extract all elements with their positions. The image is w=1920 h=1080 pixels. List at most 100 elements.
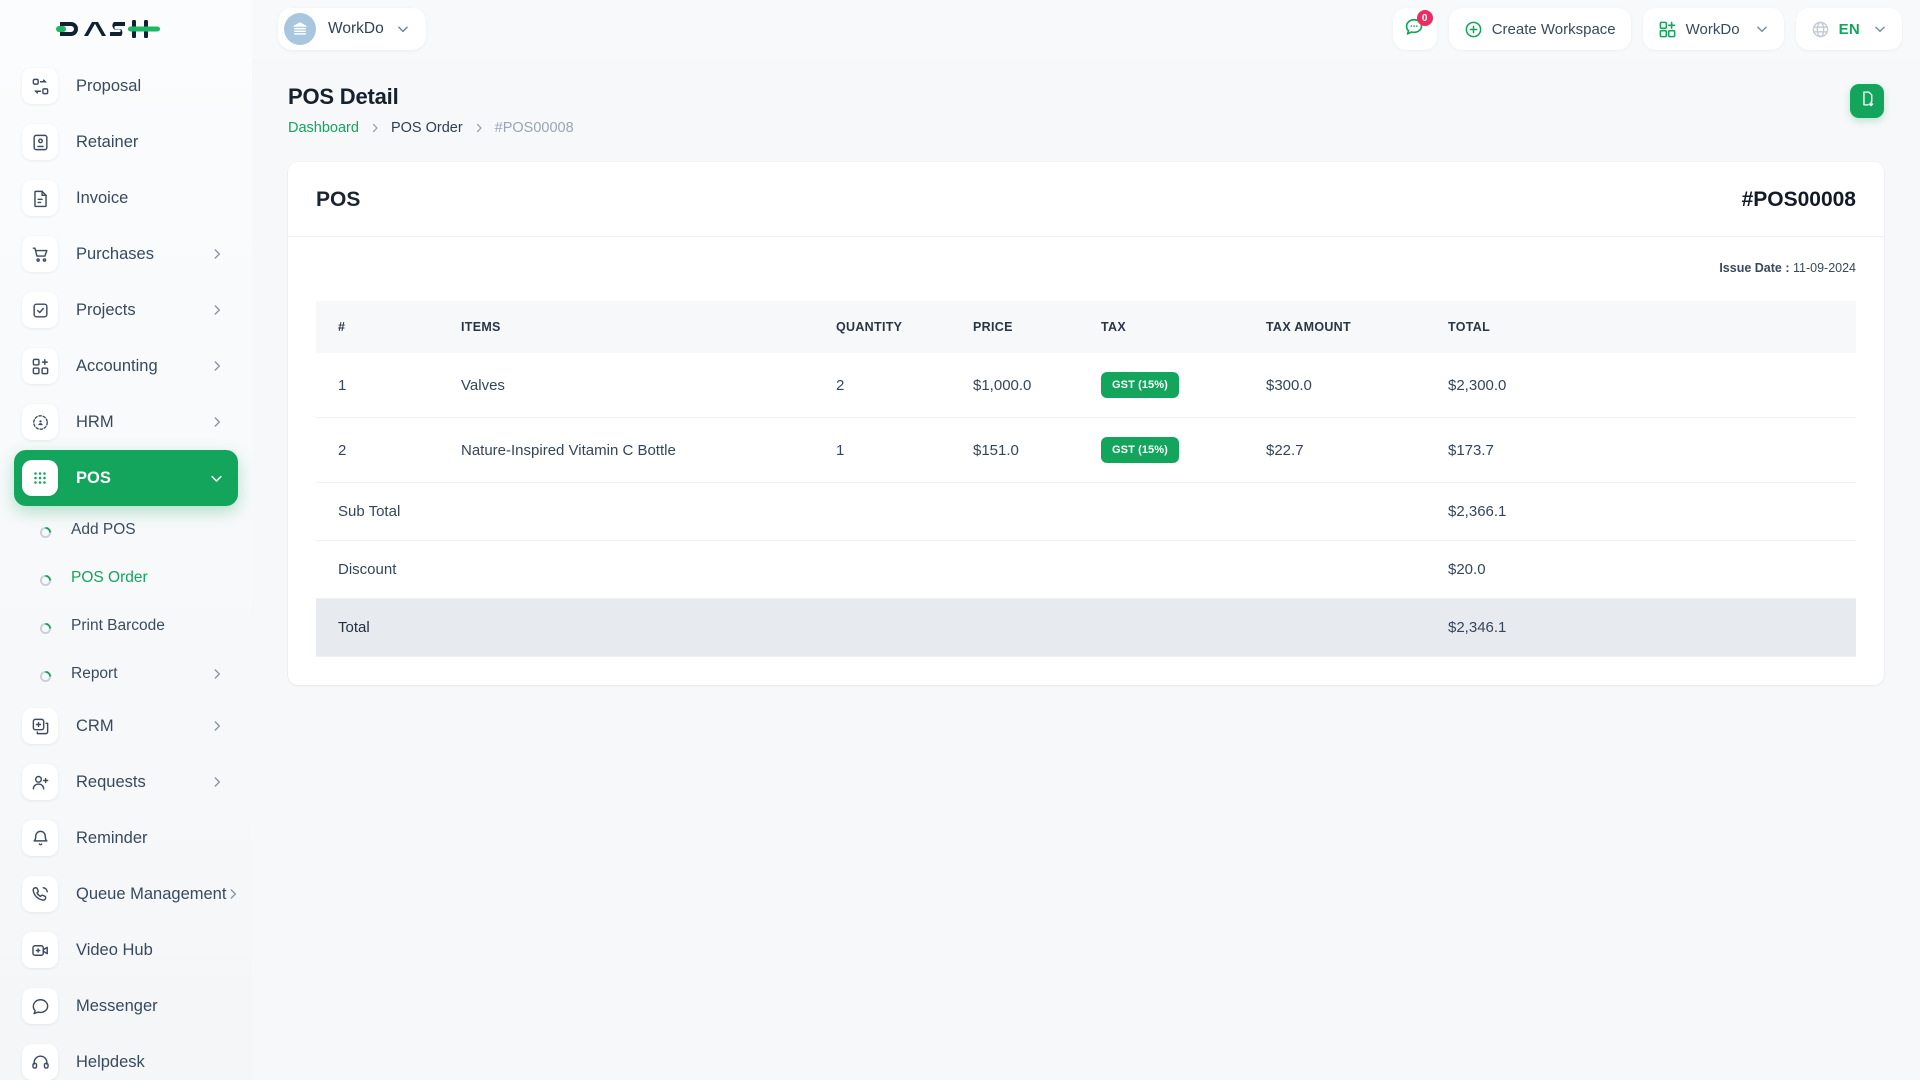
dash-logo-icon: [56, 20, 160, 38]
cart-icon: [22, 236, 58, 272]
sidebar-item-label: Proposal: [76, 76, 142, 95]
phone-icon: [22, 876, 58, 912]
sidebar-subitem-label: POS Order: [71, 569, 148, 586]
chevron-right-icon: [210, 415, 224, 429]
tax-badge: GST (15%): [1101, 372, 1179, 398]
sidebar-item-retainer[interactable]: Retainer: [14, 114, 238, 170]
cell-item-name: Nature-Inspired Vitamin C Bottle: [461, 417, 836, 483]
sidebar-item-queue-management[interactable]: Queue Management: [14, 866, 238, 922]
sidebar-item-hrm[interactable]: HRM: [14, 394, 238, 450]
breadcrumb-item-current: #POS00008: [494, 120, 574, 136]
sidebar-item-messenger[interactable]: Messenger: [14, 978, 238, 1034]
cell-price: $1,000.0: [973, 353, 1101, 418]
pos-card-title: POS: [316, 188, 361, 211]
column-header-tax: TAX: [1101, 301, 1266, 353]
chevron-down-icon: [1873, 22, 1887, 36]
sidebar-subitem-print-barcode[interactable]: Print Barcode: [14, 602, 238, 650]
breadcrumb-separator-icon: [473, 122, 485, 134]
table-header-row: # ITEMS QUANTITY PRICE TAX TAX AMOUNT TO…: [316, 301, 1856, 353]
table-head: # ITEMS QUANTITY PRICE TAX TAX AMOUNT TO…: [316, 301, 1856, 353]
grid-dots-icon: [22, 460, 58, 496]
sidebar-item-projects[interactable]: Projects: [14, 282, 238, 338]
sidebar-item-invoice[interactable]: Invoice: [14, 170, 238, 226]
cell-index: 1: [316, 353, 461, 418]
proposal-icon: [22, 68, 58, 104]
sidebar-item-requests[interactable]: Requests: [14, 754, 238, 810]
sidebar-item-label: Requests: [76, 772, 146, 791]
create-workspace-button[interactable]: Create Workspace: [1448, 8, 1631, 50]
chevron-right-icon: [210, 719, 224, 733]
grid-plus-icon: [1658, 20, 1677, 39]
sidebar-item-label: Retainer: [76, 132, 139, 151]
cell-tax: GST (15%): [1101, 353, 1266, 418]
issue-date: Issue Date : 11-09-2024: [1719, 261, 1856, 275]
sidebar-item-label: Helpdesk: [76, 1052, 145, 1071]
sidebar-item-proposal[interactable]: Proposal: [14, 58, 238, 114]
breadcrumb: Dashboard POS Order #POS00008: [288, 120, 574, 136]
bullet-icon: [40, 525, 51, 538]
summary-label: Sub Total: [316, 482, 1448, 541]
table-body: 1 Valves 2 $1,000.0 GST (15%) $300.0 $2,…: [316, 353, 1856, 657]
summary-value: $2,366.1: [1448, 482, 1856, 541]
cell-price: $151.0: [973, 417, 1101, 483]
messages-button[interactable]: 0: [1392, 8, 1437, 50]
breadcrumb-item-pos-order[interactable]: POS Order: [390, 120, 463, 136]
brand-logo[interactable]: [0, 0, 252, 58]
breadcrumb-item-dashboard[interactable]: Dashboard: [288, 120, 359, 136]
table-row: 2 Nature-Inspired Vitamin C Bottle 1 $15…: [316, 417, 1856, 483]
sidebar-subitem-add-pos[interactable]: Add POS: [14, 506, 238, 554]
hrm-icon: [22, 404, 58, 440]
user-plus-icon: [22, 764, 58, 800]
sidebar-item-label: HRM: [76, 412, 114, 431]
column-header-quantity: QUANTITY: [836, 301, 973, 353]
column-header-price: PRICE: [973, 301, 1101, 353]
sidebar-item-label: Reminder: [76, 828, 148, 847]
table-row: 1 Valves 2 $1,000.0 GST (15%) $300.0 $2,…: [316, 353, 1856, 418]
create-workspace-label: Create Workspace: [1491, 20, 1616, 38]
sidebar-item-pos[interactable]: POS: [14, 450, 238, 506]
chevron-down-icon: [396, 22, 410, 36]
sidebar-item-purchases[interactable]: Purchases: [14, 226, 238, 282]
sidebar-subitem-report[interactable]: Report: [14, 650, 238, 698]
checkbox-icon: [22, 292, 58, 328]
sidebar-item-label: Projects: [76, 300, 136, 319]
sidebar-nav: Proposal Retainer Invoice: [0, 58, 252, 1080]
invoice-icon: [22, 180, 58, 216]
sidebar-item-crm[interactable]: CRM: [14, 698, 238, 754]
sidebar-subitem-pos-order[interactable]: POS Order: [14, 554, 238, 602]
sidebar-subitem-label: Print Barcode: [71, 617, 165, 634]
language-selector[interactable]: EN: [1795, 8, 1902, 50]
issue-date-value: 11-09-2024: [1792, 261, 1856, 275]
chevron-right-icon: [226, 887, 240, 901]
cell-item-name: Valves: [461, 353, 836, 418]
file-download-icon: [1859, 90, 1876, 112]
page-title: POS Detail: [288, 84, 399, 109]
sidebar-item-helpdesk[interactable]: Helpdesk: [14, 1034, 238, 1080]
pos-reference-number: #POS00008: [1741, 188, 1856, 211]
issue-date-label: Issue Date :: [1719, 261, 1790, 275]
workspace-selector[interactable]: WorkDo: [278, 8, 426, 50]
sidebar-item-accounting[interactable]: Accounting: [14, 338, 238, 394]
summary-row-sub-total: Sub Total $2,366.1: [316, 482, 1856, 541]
cell-tax-amount: $22.7: [1266, 417, 1448, 483]
chevron-down-icon: [1755, 22, 1769, 36]
chat-bubble-icon: [1404, 16, 1425, 42]
cell-quantity: 1: [836, 417, 973, 483]
chevron-right-icon: [210, 775, 224, 789]
sidebar-item-label: POS: [76, 468, 111, 487]
cell-quantity: 2: [836, 353, 973, 418]
summary-row-discount: Discount $20.0: [316, 540, 1856, 599]
video-icon: [22, 932, 58, 968]
headset-icon: [22, 1044, 58, 1080]
cell-tax: GST (15%): [1101, 417, 1266, 483]
company-switcher[interactable]: WorkDo: [1642, 8, 1784, 50]
workspace-avatar-icon: [284, 13, 316, 45]
download-pdf-button[interactable]: [1850, 84, 1884, 118]
retainer-icon: [22, 124, 58, 160]
sidebar-item-reminder[interactable]: Reminder: [14, 810, 238, 866]
sidebar-item-label: Queue Management: [76, 884, 227, 903]
chat-icon: [22, 988, 58, 1024]
plus-circle-icon: [1464, 20, 1483, 39]
company-switcher-label: WorkDo: [1685, 20, 1740, 38]
sidebar-item-video-hub[interactable]: Video Hub: [14, 922, 238, 978]
